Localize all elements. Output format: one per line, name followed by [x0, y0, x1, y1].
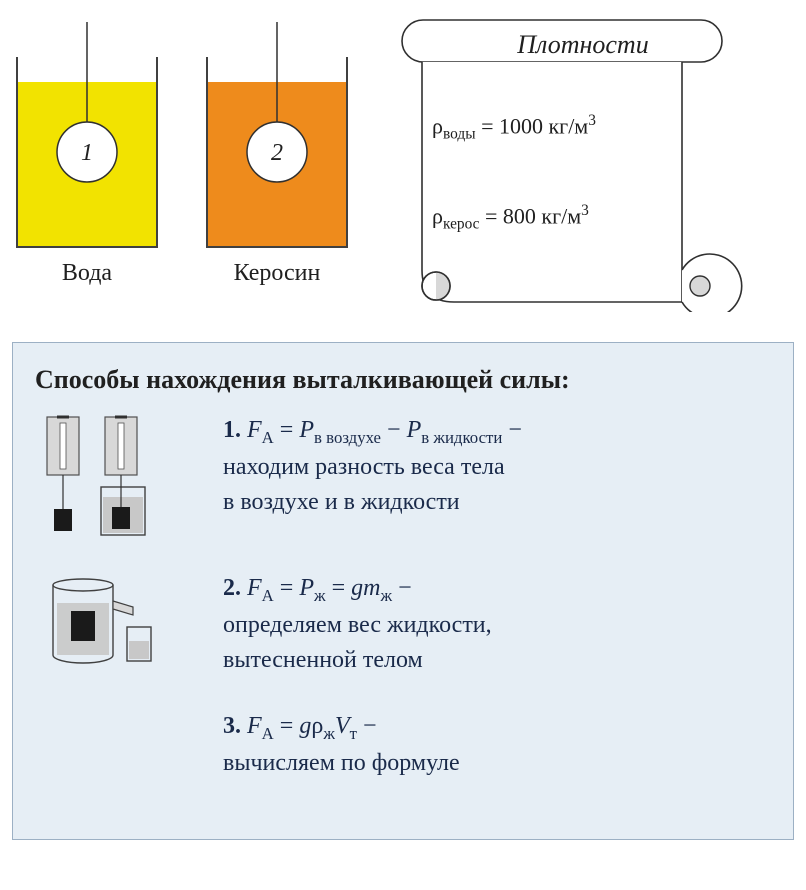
top-row: 1 Вода 2 Керосин: [12, 12, 794, 312]
method-3-text: 3. FA = gρжVт − вычисляем по формуле: [183, 709, 765, 781]
scroll-title: Плотности: [372, 30, 794, 60]
m3-desc1: вычисляем по формуле: [223, 750, 460, 776]
m3-V: V: [335, 713, 350, 739]
m2-P: P: [299, 575, 314, 601]
rho-sub-kero: керос: [443, 216, 480, 233]
method-1-icon: [35, 413, 165, 543]
m1-tail: −: [502, 417, 522, 443]
method-2-text: 2. FA = Pж = gmж − определяем вес жидкос…: [183, 571, 765, 678]
method-3: 3. FA = gρжVт − вычисляем по формуле: [35, 709, 765, 809]
density-line-water: ρводы = 1000 кг/м3: [432, 112, 596, 144]
m1-desc1: находим разность веса тела: [223, 454, 505, 480]
beaker-2: 2 Керосин: [202, 22, 352, 287]
m2-eq1: =: [274, 575, 300, 601]
m2-desc1: определяем вес жидкости,: [223, 612, 492, 638]
m1-P1sub: в воздухе: [314, 428, 381, 447]
rho-val-kero: = 800 кг/м: [480, 203, 582, 228]
m3-rhosub: ж: [323, 724, 335, 743]
m2-msub: ж: [381, 586, 393, 605]
m3-num: 3.: [223, 713, 241, 739]
m3-Fsub: A: [262, 724, 274, 743]
beaker-1-svg: 1: [12, 22, 162, 252]
m2-F: F: [247, 575, 262, 601]
methods-panel: Способы нахождения выталкивающей силы:: [12, 342, 794, 840]
m3-Vsub: т: [350, 724, 357, 743]
m2-tail: −: [392, 575, 412, 601]
m3-g: g: [299, 713, 311, 739]
beaker-2-svg: 2: [202, 22, 352, 252]
m2-eq2: =: [326, 575, 352, 601]
rho-sup-kero: 3: [581, 202, 589, 219]
beakers-group: 1 Вода 2 Керосин: [12, 12, 352, 287]
m3-F: F: [247, 713, 262, 739]
m1-P2sub: в жидкости: [421, 428, 502, 447]
m1-Fsub: A: [262, 428, 274, 447]
rho-sup-water: 3: [588, 112, 596, 129]
m3-rho: ρ: [311, 713, 323, 739]
beaker-2-label: Керосин: [234, 260, 321, 287]
m1-desc2: в воздухе и в жидкости: [223, 489, 460, 515]
m1-num: 1.: [223, 417, 241, 443]
method-2-icon: [35, 571, 165, 681]
density-line-kerosene: ρкерос = 800 кг/м3: [432, 202, 589, 234]
beaker-2-number: 2: [271, 140, 283, 166]
rho-sub-water: воды: [443, 126, 476, 143]
method-1-text: 1. FA = Pв воздухе − Pв жидкости − наход…: [183, 413, 765, 520]
method-2: 2. FA = Pж = gmж − определяем вес жидкос…: [35, 571, 765, 681]
m3-tail: −: [357, 713, 377, 739]
m2-g: g: [351, 575, 363, 601]
m1-P1: P: [299, 417, 314, 443]
rho-symbol-2: ρ: [432, 203, 443, 228]
m3-eq: =: [274, 713, 300, 739]
method-3-icon: [35, 709, 165, 809]
m2-Psub: ж: [314, 586, 326, 605]
method-1: 1. FA = Pв воздухе − Pв жидкости − наход…: [35, 413, 765, 543]
beaker-1-label: Вода: [62, 260, 112, 287]
beaker-1-number: 1: [81, 140, 93, 166]
rho-val-water: = 1000 кг/м: [476, 113, 589, 138]
m1-minus: −: [381, 417, 407, 443]
density-scroll: Плотности ρводы = 1000 кг/м3 ρкерос = 80…: [372, 12, 794, 312]
m2-num: 2.: [223, 575, 241, 601]
m1-P2: P: [407, 417, 422, 443]
m2-Fsub: A: [262, 586, 274, 605]
m2-desc2: вытесненной телом: [223, 647, 423, 673]
beaker-1: 1 Вода: [12, 22, 162, 287]
m1-eq: =: [274, 417, 300, 443]
m1-F: F: [247, 417, 262, 443]
rho-symbol: ρ: [432, 113, 443, 138]
m2-m: m: [363, 575, 380, 601]
methods-title: Способы нахождения выталкивающей силы:: [35, 365, 765, 395]
